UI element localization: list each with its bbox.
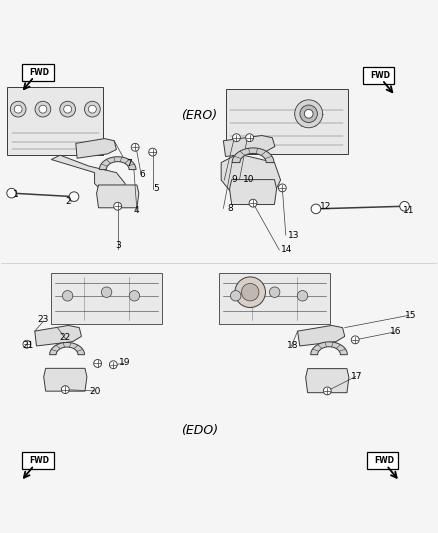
Circle shape [311, 204, 321, 214]
Circle shape [149, 148, 156, 156]
Circle shape [35, 101, 51, 117]
Text: 7: 7 [127, 159, 132, 168]
Bar [22, 453, 53, 469]
Polygon shape [311, 342, 347, 354]
Circle shape [101, 287, 112, 297]
Bar [367, 453, 399, 469]
Text: 22: 22 [60, 333, 71, 342]
Polygon shape [35, 326, 81, 346]
Circle shape [241, 284, 259, 301]
Circle shape [297, 290, 308, 301]
Circle shape [62, 290, 73, 301]
Polygon shape [297, 326, 345, 346]
Text: (ERO): (ERO) [181, 109, 217, 123]
Circle shape [235, 277, 265, 308]
Text: 4: 4 [133, 206, 139, 215]
Polygon shape [219, 272, 330, 324]
Polygon shape [49, 343, 85, 354]
Bar [363, 67, 394, 84]
Circle shape [11, 101, 26, 117]
Text: 12: 12 [320, 202, 332, 211]
Text: 20: 20 [89, 387, 100, 397]
Polygon shape [96, 185, 139, 208]
Circle shape [60, 101, 75, 117]
Text: FWD: FWD [29, 456, 49, 465]
Text: 2: 2 [66, 197, 71, 206]
Text: 21: 21 [22, 342, 34, 351]
Text: 17: 17 [351, 372, 362, 381]
Text: 14: 14 [281, 245, 292, 254]
Circle shape [323, 387, 331, 395]
Circle shape [110, 361, 117, 369]
Text: 9: 9 [231, 175, 237, 184]
Polygon shape [221, 154, 281, 198]
Text: (EDO): (EDO) [181, 424, 218, 437]
Circle shape [295, 100, 323, 128]
Circle shape [269, 287, 280, 297]
Polygon shape [7, 87, 103, 155]
Text: 16: 16 [390, 327, 402, 336]
Circle shape [94, 359, 102, 367]
Polygon shape [226, 89, 348, 154]
Polygon shape [230, 180, 276, 205]
Polygon shape [99, 157, 136, 169]
Text: FWD: FWD [374, 456, 395, 465]
Circle shape [39, 105, 47, 113]
Circle shape [23, 340, 31, 348]
Circle shape [14, 105, 22, 113]
Circle shape [233, 134, 240, 142]
Polygon shape [51, 272, 162, 324]
Text: 3: 3 [116, 241, 121, 251]
Circle shape [230, 290, 241, 301]
Polygon shape [306, 369, 349, 393]
Polygon shape [51, 155, 125, 197]
Circle shape [249, 199, 257, 207]
Text: FWD: FWD [29, 68, 49, 77]
Circle shape [61, 386, 69, 393]
Circle shape [85, 101, 100, 117]
Text: 23: 23 [38, 315, 49, 324]
Circle shape [300, 105, 318, 123]
Text: 19: 19 [120, 358, 131, 367]
Circle shape [400, 201, 410, 211]
Text: 15: 15 [404, 311, 416, 320]
Text: 10: 10 [243, 175, 254, 184]
Polygon shape [44, 368, 87, 391]
Circle shape [304, 109, 313, 118]
Text: 1: 1 [13, 190, 19, 199]
Text: 8: 8 [227, 204, 233, 213]
Text: 18: 18 [286, 342, 298, 351]
Polygon shape [76, 139, 117, 158]
Circle shape [129, 290, 140, 301]
Circle shape [351, 336, 359, 344]
Text: 13: 13 [287, 231, 299, 239]
Circle shape [69, 192, 79, 201]
Text: 11: 11 [403, 206, 415, 215]
Text: FWD: FWD [370, 71, 390, 80]
Circle shape [279, 184, 286, 192]
Circle shape [246, 134, 254, 142]
Circle shape [131, 143, 139, 151]
Bar [22, 64, 53, 80]
Polygon shape [223, 135, 275, 157]
Circle shape [64, 105, 71, 113]
Circle shape [88, 105, 96, 113]
Circle shape [114, 203, 122, 210]
Text: 6: 6 [140, 171, 145, 179]
Text: 5: 5 [153, 184, 159, 193]
Circle shape [7, 188, 16, 198]
Polygon shape [232, 148, 274, 163]
